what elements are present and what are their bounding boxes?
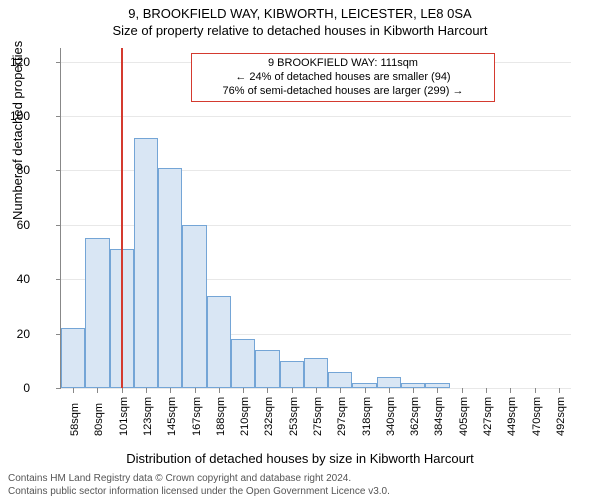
chart-container: 9, BROOKFIELD WAY, KIBWORTH, LEICESTER, … (0, 0, 600, 500)
ytick-label: 0 (0, 381, 30, 395)
plot-region: 58sqm80sqm101sqm123sqm145sqm167sqm188sqm… (60, 48, 571, 389)
xtick-label: 80sqm (93, 403, 105, 436)
xtick-label: 362sqm (409, 397, 421, 436)
ytick-mark (56, 388, 61, 389)
xtick-mark (535, 388, 536, 393)
xtick-mark (219, 388, 220, 393)
xtick-mark (292, 388, 293, 393)
xtick-mark (389, 388, 390, 393)
xtick-mark (97, 388, 98, 393)
xtick-label: 492sqm (555, 397, 567, 436)
xtick-label: 167sqm (191, 397, 203, 436)
annotation-line: 9 BROOKFIELD WAY: 111sqm (198, 57, 488, 71)
xtick-label: 58sqm (69, 403, 81, 436)
xtick-label: 449sqm (506, 397, 518, 436)
ytick-label: 40 (0, 272, 30, 286)
footer-text: Contains HM Land Registry data © Crown c… (8, 473, 390, 498)
xtick-label: 427sqm (482, 397, 494, 436)
histogram-bar (304, 358, 328, 388)
ytick-mark (56, 225, 61, 226)
xtick-mark (486, 388, 487, 393)
xtick-label: 253sqm (288, 397, 300, 436)
xtick-mark (437, 388, 438, 393)
xtick-mark (462, 388, 463, 393)
ytick-label: 100 (0, 109, 30, 123)
chart-title: 9, BROOKFIELD WAY, KIBWORTH, LEICESTER, … (0, 0, 600, 21)
xtick-mark (195, 388, 196, 393)
xtick-label: 318sqm (361, 397, 373, 436)
xtick-label: 210sqm (239, 397, 251, 436)
xtick-label: 188sqm (215, 397, 227, 436)
gridline (61, 116, 571, 117)
histogram-bar (85, 238, 109, 388)
xtick-mark (365, 388, 366, 393)
xtick-mark (559, 388, 560, 393)
annotation-box: 9 BROOKFIELD WAY: 111sqm← 24% of detache… (191, 53, 495, 102)
xtick-mark (510, 388, 511, 393)
xtick-label: 384sqm (433, 397, 445, 436)
xtick-label: 340sqm (385, 397, 397, 436)
marker-line (121, 48, 123, 388)
xtick-label: 101sqm (118, 397, 130, 436)
chart-subtitle: Size of property relative to detached ho… (0, 21, 600, 38)
xtick-mark (413, 388, 414, 393)
histogram-bar (280, 361, 304, 388)
histogram-bar (158, 168, 182, 388)
xtick-label: 145sqm (166, 397, 178, 436)
histogram-bar (61, 328, 85, 388)
ytick-label: 60 (0, 218, 30, 232)
footer-line-1: Contains HM Land Registry data © Crown c… (8, 473, 390, 486)
histogram-bar (231, 339, 255, 388)
histogram-bar (182, 225, 206, 388)
xtick-label: 123sqm (142, 397, 154, 436)
ytick-mark (56, 170, 61, 171)
histogram-bar (377, 377, 401, 388)
annotation-line: 76% of semi-detached houses are larger (… (198, 85, 488, 99)
histogram-bar (207, 296, 231, 388)
chart-area: 58sqm80sqm101sqm123sqm145sqm167sqm188sqm… (60, 48, 570, 388)
histogram-bar (134, 138, 158, 388)
xtick-mark (122, 388, 123, 393)
xtick-label: 232sqm (263, 397, 275, 436)
xtick-mark (267, 388, 268, 393)
footer-line-2: Contains public sector information licen… (8, 486, 390, 499)
xtick-mark (73, 388, 74, 393)
ytick-label: 120 (0, 55, 30, 69)
xtick-label: 405sqm (458, 397, 470, 436)
xtick-mark (316, 388, 317, 393)
x-axis-label: Distribution of detached houses by size … (0, 451, 600, 466)
ytick-mark (56, 279, 61, 280)
xtick-mark (340, 388, 341, 393)
xtick-mark (170, 388, 171, 393)
xtick-mark (243, 388, 244, 393)
xtick-label: 470sqm (531, 397, 543, 436)
xtick-mark (146, 388, 147, 393)
ytick-mark (56, 62, 61, 63)
ytick-mark (56, 116, 61, 117)
histogram-bar (255, 350, 279, 388)
annotation-line: ← 24% of detached houses are smaller (94… (198, 71, 488, 85)
xtick-label: 275sqm (312, 397, 324, 436)
histogram-bar (328, 372, 352, 388)
ytick-label: 80 (0, 163, 30, 177)
ytick-label: 20 (0, 327, 30, 341)
xtick-label: 297sqm (336, 397, 348, 436)
